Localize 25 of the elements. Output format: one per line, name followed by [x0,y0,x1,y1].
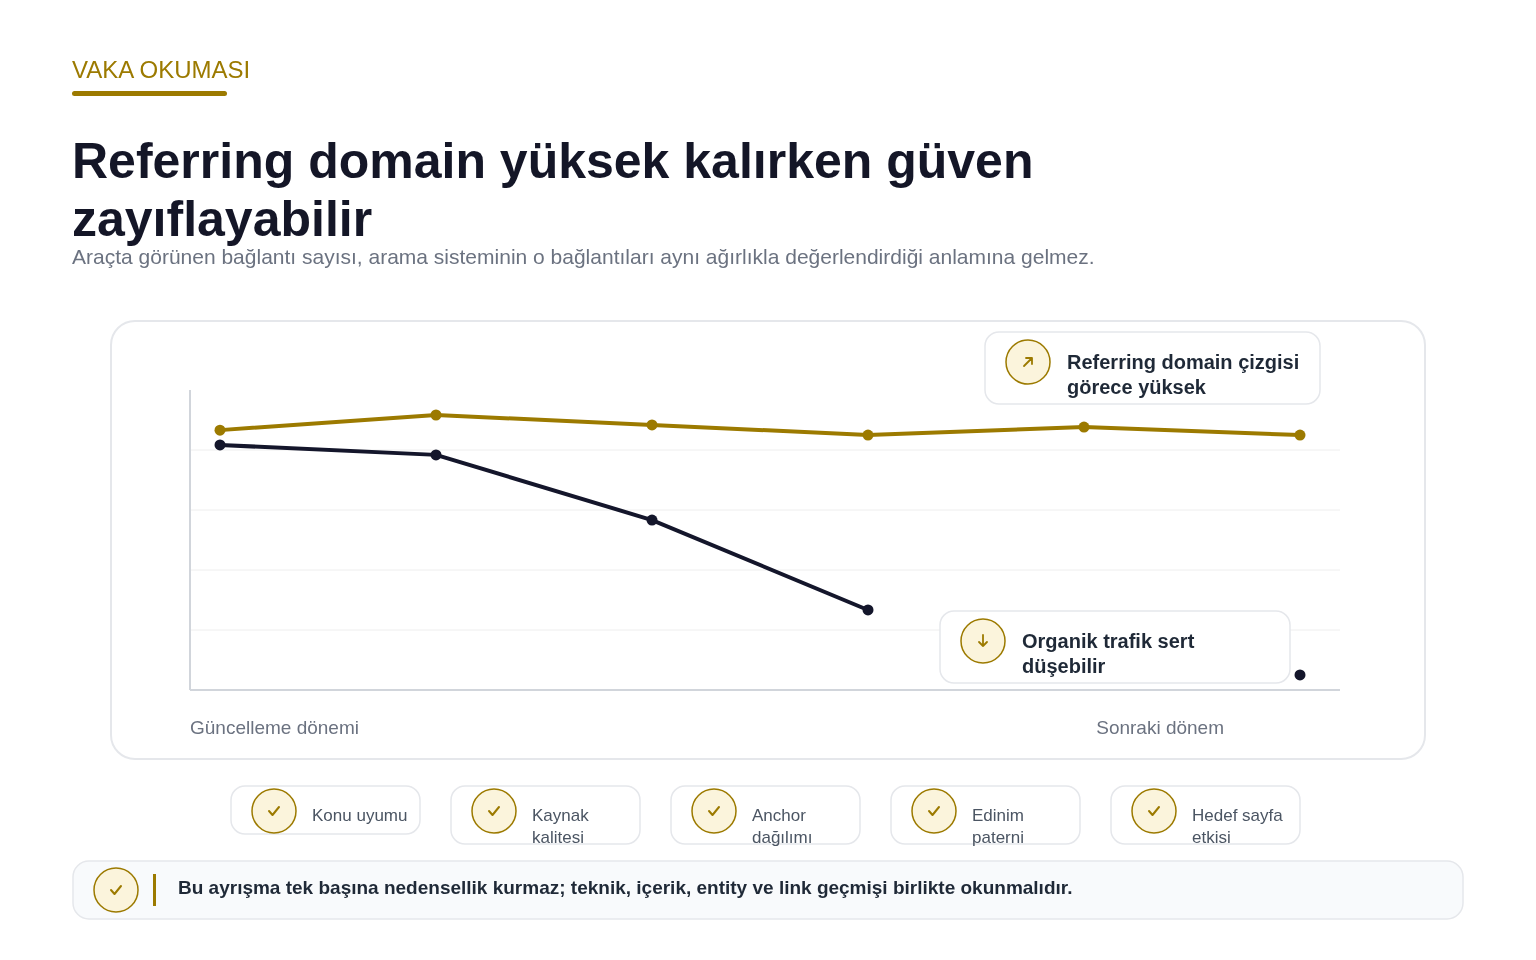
callout-card: Referring domain çizgisi görece yüksek [984,331,1321,405]
text: Güncelleme dönemi [190,717,359,738]
text: Sonraki dönem [1096,717,1224,738]
point [430,409,442,421]
point [862,604,874,616]
point [1078,421,1090,433]
chart-subtitle: Araçta görünen bağlantı sayısı, arama sisteminin o bağlantıları aynı ağırlıkla değerlendirdiği anlamına gelmez. [72,245,1095,268]
checklist-card: Konu uyumu [230,785,421,835]
annotation: Organik trafik sert düşebilir [1022,630,1195,677]
checklist-card: Anchor dağılımı [670,785,861,847]
point [1294,429,1306,441]
point [646,419,658,431]
point [862,429,874,441]
point [1294,669,1306,681]
checklist-card: Kaynak kalitesi [450,785,641,847]
checklist-card: Hedef sayfa etkisi [1110,785,1301,847]
point [646,514,658,526]
point [430,449,442,461]
text: VAKA OKUMASI [72,56,251,83]
chart-title: Referring domain yüksek kalırken güven zayıflayabilir [72,133,1034,247]
point [214,424,226,436]
text: Bu ayrışma tek başına nedensellik kurmaz; teknik, içerik, entity ve link geçmişi birlikte okunmalıdır. [178,877,1073,898]
point [214,439,226,451]
checklist-card: Edinim paterni [890,785,1081,847]
callout-card: Organik trafik sert düşebilir [939,610,1291,684]
